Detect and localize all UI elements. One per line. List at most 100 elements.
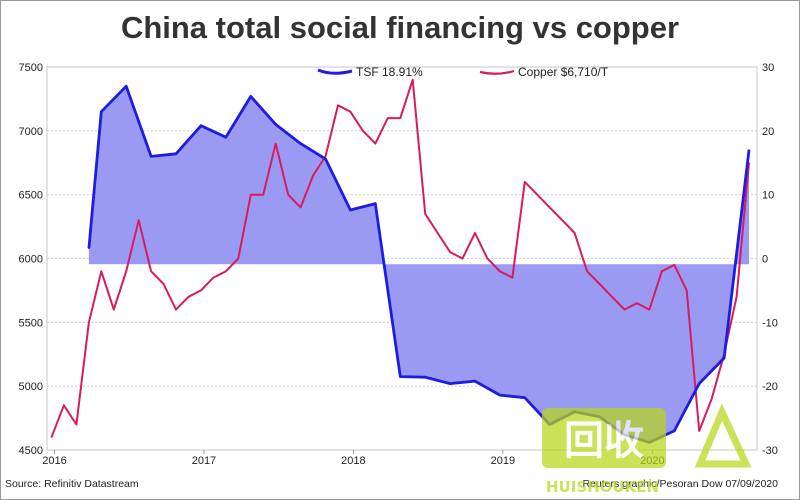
legend-label-copper: Copper $6,710/T [518,65,609,79]
tsf-point [374,202,377,205]
tsf-point [524,396,526,399]
copper-point [511,276,514,279]
copper-point [436,232,439,234]
watermark-sub-text: HUISHOUKEN [546,478,659,496]
tsf-area [88,86,750,443]
copper-point [748,162,750,164]
copper-point [723,353,725,355]
copper-point [598,283,601,285]
legend-swatch-copper [479,69,515,75]
copper-point [474,232,476,234]
tsf-area-fill [88,86,750,443]
copper-point [150,270,152,272]
copper-point [686,289,688,292]
tsf-point [698,382,700,385]
tsf-point [349,209,352,211]
copper-point [200,289,202,292]
left-axis-tick-label: 6000 [19,254,43,266]
copper-point [175,308,177,311]
copper-point [88,321,90,323]
copper-point [661,270,663,272]
copper-point [698,430,700,432]
right-axis-tick-label: 20 [762,126,774,138]
tsf-point [125,85,127,87]
tsf-point [324,158,327,160]
tsf-point [299,142,302,145]
source-note: Source: Refinitiv Datastream [5,478,139,490]
tsf-point [424,376,427,379]
tsf-point [274,123,277,126]
left-axis-tick-label: 7000 [19,126,43,138]
right-axis-tick-label: 10 [762,190,774,202]
watermark-logo-text: 回收 [564,418,644,464]
copper-point [461,257,464,260]
copper-point [636,302,638,304]
copper-point [573,232,576,234]
right-axis-ticks: -30 -20 -10 0 10 20 30 [762,62,778,457]
copper-point [337,104,339,107]
tsf-point [175,153,177,155]
copper-point [125,270,127,272]
copper-point [648,308,651,311]
copper-point [312,174,314,177]
tsf-point [88,247,90,250]
x-axis-tick-label: 2019 [491,455,515,467]
copper-point [424,213,426,215]
watermark-logo: 回收 HUISHOUKEN [542,403,752,496]
copper-point [499,270,501,272]
copper-point [212,276,215,279]
left-axis-tick-label: 6500 [19,190,43,202]
tsf-point [250,95,252,98]
copper-point [75,423,78,426]
copper-point [374,142,376,145]
tsf-point [474,380,476,382]
tsf-point [748,149,750,151]
copper-point [524,181,526,183]
copper-point [162,283,165,285]
copper-point [100,270,103,272]
tsf-point [150,155,152,158]
x-axis-tick-label: 2017 [192,455,216,467]
tsf-point [100,110,103,113]
watermark-arrow-icon [694,403,752,468]
tsf-point [399,375,402,378]
copper-point [735,296,738,298]
x-axis-tick-label: 2016 [42,455,66,467]
copper-point [63,404,65,406]
tsf-point [225,136,227,138]
copper-point [623,308,626,311]
copper-point [225,270,227,272]
copper-point [549,206,551,209]
copper-point [399,117,401,119]
copper-point [611,296,613,298]
left-axis-tick-label: 5500 [19,317,43,329]
watermark-badge [542,408,666,468]
copper-point [187,296,190,298]
right-axis-tick-label: 30 [762,62,774,74]
chart-legend: TSF 18.91% Copper $6,710/T [317,65,609,79]
chart-title: China total social financing vs copper [120,10,680,45]
tsf-point [723,357,725,359]
copper-point [250,194,252,196]
copper-point [349,111,352,113]
copper-point [586,270,588,272]
copper-point [412,79,414,81]
copper-point [324,155,327,158]
copper-point [561,219,563,221]
copper-point [262,194,264,196]
copper-point [237,257,239,260]
copper-point [113,308,115,311]
tsf-point [499,394,501,396]
copper-point [536,194,538,196]
copper-point [486,257,489,260]
legend-label-tsf: TSF 18.91% [356,65,423,79]
copper-point [138,219,140,221]
left-axis-ticks: 4500 5000 5500 6000 6500 7000 7500 [19,62,43,457]
tsf-point [449,382,451,385]
copper-point [299,206,302,209]
copper-point [387,117,389,119]
right-axis-tick-label: -20 [762,381,778,393]
tsf-point [673,430,676,432]
left-axis-tick-label: 4500 [19,445,43,457]
